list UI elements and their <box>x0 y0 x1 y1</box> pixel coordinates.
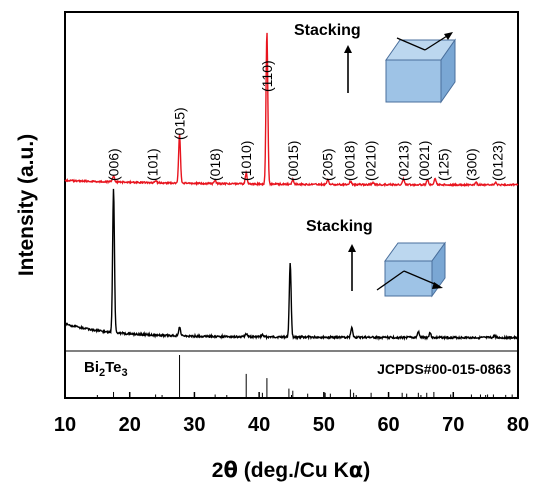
cube-arrow-right-bottom <box>403 270 438 286</box>
peak-label: (300) <box>463 148 479 181</box>
stacking-label-top: Stacking <box>294 22 361 39</box>
x-tick-label: 10 <box>54 414 76 436</box>
x-tick-label: 30 <box>183 414 205 436</box>
bi2te3-label: Bi2Te3 <box>84 359 128 379</box>
cube-arrowhead-top <box>444 32 453 40</box>
peak-labels: (006) (101) (015) (018) (1010) (110) (0015) (20… <box>106 60 506 181</box>
x-tick-label: 40 <box>248 414 270 436</box>
stacking-arrowhead-bottom <box>348 244 356 252</box>
stacking-label-bottom: Stacking <box>306 218 373 235</box>
series-line-top <box>64 32 519 188</box>
x-tick-label: 70 <box>442 414 464 436</box>
cube-front-face-bottom <box>384 260 433 297</box>
cube-arrow-left-top <box>396 37 426 51</box>
stacking-inset-top: Stacking <box>294 22 456 104</box>
peak-label: (0018) <box>342 141 358 181</box>
peak-label: (1010) <box>238 141 254 181</box>
stacking-inset-bottom: Stacking <box>306 218 446 298</box>
jcpds-label: JCPDS#00-015-0863 <box>377 361 511 377</box>
x-tick-label: 60 <box>377 414 399 436</box>
peak-label: (006) <box>106 148 122 181</box>
x-tick-label: 80 <box>507 414 529 436</box>
peak-label: (018) <box>207 148 223 181</box>
cube-arrow-right-top <box>424 35 448 51</box>
x-axis-label: 2θ (deg./Cu Kα) <box>212 458 370 482</box>
series-line-bottom <box>64 188 519 341</box>
peak-label: (101) <box>144 148 160 181</box>
stacking-arrowhead-top <box>344 45 352 53</box>
peak-label: (110) <box>259 60 275 92</box>
peak-label: (0210) <box>363 141 379 181</box>
peak-label: (205) <box>320 148 336 181</box>
x-tick-label: 50 <box>313 414 335 436</box>
peak-label: (0021) <box>416 141 432 181</box>
cube-arrow-left-bottom <box>376 270 405 291</box>
peak-label: (0213) <box>396 141 412 181</box>
reference-sticks <box>113 355 513 397</box>
peak-label: (015) <box>172 107 188 140</box>
peak-label: (0015) <box>285 141 301 181</box>
cube-front-face-top <box>385 59 442 103</box>
x-axis-ticks: 10 20 30 40 50 60 70 80 <box>54 392 529 436</box>
cube-arrowhead-bottom <box>432 282 443 289</box>
peak-label: (0123) <box>489 141 505 181</box>
peak-label: (125) <box>436 148 452 181</box>
x-tick-label: 20 <box>119 414 141 436</box>
y-axis-label: Intensity (a.u.) <box>15 134 38 276</box>
